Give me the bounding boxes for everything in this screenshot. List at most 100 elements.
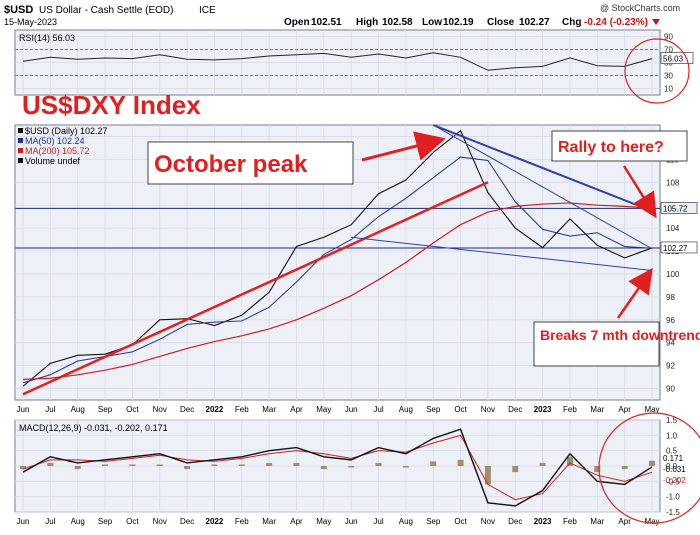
- macd-histogram-bar: [539, 462, 546, 466]
- macd-histogram-bar: [320, 466, 327, 470]
- chart-title: US$DXY Index: [22, 90, 201, 120]
- legend-ma50: MA(50) 102.24: [25, 136, 85, 146]
- macd-x-tick-label: Nov: [481, 517, 495, 526]
- macd-histogram-bar: [594, 466, 601, 473]
- macd-x-tick-label: Dec: [508, 517, 522, 526]
- price-x-tick-label: Aug: [399, 405, 413, 414]
- symbol: $USD: [4, 4, 33, 16]
- downtrend-line-steep: [432, 124, 653, 250]
- macd-histogram-bar: [293, 462, 300, 466]
- rsi-last-value: 56.03: [663, 55, 684, 64]
- price-tick-label: 98: [666, 293, 675, 302]
- breaks-label: Breaks 7 mth downtrend: [540, 327, 700, 343]
- price-x-tick-label: Dec: [180, 405, 194, 414]
- macd-histogram-bar: [74, 466, 81, 470]
- chg-label: Chg: [562, 17, 581, 28]
- exchange: ICE: [199, 5, 216, 16]
- macd-x-tick-label: Oct: [454, 517, 467, 526]
- macd-histogram-bar: [156, 464, 163, 466]
- macd-histogram-bar: [102, 464, 109, 466]
- price-tick-label: 90: [666, 385, 675, 394]
- macd-tick-label: 1.0: [666, 431, 678, 440]
- price-x-tick-label: Oct: [454, 405, 467, 414]
- open-value: 102.51: [311, 17, 342, 28]
- macd-last-label: 0.171: [663, 454, 684, 463]
- low-value: 102.19: [443, 17, 474, 28]
- october-peak-label: October peak: [154, 151, 308, 178]
- macd-x-tick-label: Jul: [373, 517, 383, 526]
- price-tick-label: 94: [666, 339, 675, 348]
- macd-x-tick-label: Apr: [290, 517, 303, 526]
- brand-watermark: @ StockCharts.com: [600, 3, 680, 13]
- legend-volume: Volume undef: [25, 156, 81, 166]
- axes: 907050301056.031121101081061041021009896…: [17, 33, 698, 526]
- close-value: 102.27: [519, 17, 550, 28]
- price-x-tick-label: Feb: [563, 405, 577, 414]
- macd-x-tick-label: Aug: [71, 517, 85, 526]
- macd-x-tick-label: Sep: [426, 517, 441, 526]
- macd-signal-line: [22, 434, 653, 501]
- macd-histogram-bar: [47, 462, 54, 466]
- price-x-tick-label: 2022: [206, 405, 224, 414]
- rsi-tick-label: 70: [664, 46, 673, 55]
- ma200-line: [22, 202, 653, 380]
- chg-value: -0.24 (-0.23%): [584, 17, 648, 28]
- macd-x-tick-label: Jun: [17, 517, 30, 526]
- high-value: 102.58: [382, 17, 413, 28]
- price-tick-label: 100: [666, 270, 680, 279]
- rsi-tick-label: 90: [664, 33, 673, 42]
- macd-histogram-bar: [649, 460, 655, 466]
- price-x-tick-label: 2023: [534, 405, 552, 414]
- price-x-tick-label: Oct: [126, 405, 139, 414]
- macd-tick-label: 1.5: [666, 416, 678, 425]
- price-tick-label: 104: [666, 224, 680, 233]
- price-x-tick-label: Jun: [345, 405, 358, 414]
- macd-histogram-bar: [211, 464, 218, 466]
- macd-histogram-bar: [184, 466, 191, 470]
- macd-histogram-bar: [457, 459, 464, 466]
- rally-label: Rally to here?: [558, 139, 664, 156]
- macd-highlight-circle: [598, 412, 700, 524]
- price-x-tick-label: Jul: [373, 405, 383, 414]
- macd-histogram-bar: [621, 466, 628, 470]
- rsi-tick-label: 10: [664, 85, 673, 94]
- price-x-tick-label: Jun: [17, 405, 30, 414]
- macd-histogram-bar: [129, 464, 136, 466]
- price-x-tick-label: Nov: [153, 405, 167, 414]
- october-peak-box: [147, 141, 354, 185]
- macd-histogram-bar: [20, 466, 26, 470]
- macd-x-tick-label: May: [316, 517, 331, 526]
- low-label: Low: [422, 17, 442, 28]
- macd-x-tick-label: Jun: [345, 517, 358, 526]
- macd-histogram-bar: [512, 466, 519, 473]
- rally-box: [551, 130, 688, 162]
- price-tick-label: 96: [666, 316, 675, 325]
- macd-legend: MACD(12,26,9) -0.031, -0.202, 0.171: [19, 423, 168, 433]
- macd-tick-label: 0.5: [666, 447, 678, 456]
- macd-x-tick-label: May: [644, 517, 659, 526]
- price-last-label: 105.72: [663, 204, 688, 213]
- legend-price: $USD (Daily) 102.27: [25, 126, 108, 136]
- price-legend: $USD (Daily) 102.27 MA(50) 102.24 MA(200…: [18, 126, 108, 166]
- rsi-legend: RSI(14) 56.03: [19, 33, 75, 43]
- price-x-tick-label: Mar: [590, 405, 604, 414]
- down-arrow-icon: [652, 19, 660, 25]
- rsi-highlight-circle: [624, 38, 690, 104]
- instrument-name: US Dollar - Cash Settle (EOD): [39, 5, 173, 16]
- macd-x-tick-label: Oct: [126, 517, 139, 526]
- support-line: [351, 236, 653, 272]
- macd-x-tick-label: 2022: [206, 517, 224, 526]
- macd-tick-label: -1.0: [666, 493, 680, 502]
- price-last-label: 102.27: [663, 244, 688, 253]
- legend-swatch-volume: [18, 158, 23, 163]
- macd-histogram-bar: [484, 466, 491, 485]
- macd-last-label: -0.202: [663, 476, 686, 485]
- legend-swatch-ma50: [18, 138, 23, 143]
- price-x-tick-label: May: [316, 405, 331, 414]
- price-tick-label: 92: [666, 362, 675, 371]
- price-tick-label: 108: [666, 178, 680, 187]
- macd-x-tick-label: Mar: [262, 517, 276, 526]
- price-last-tag: [660, 241, 698, 254]
- macd-line: [22, 428, 653, 507]
- price-x-tick-label: Mar: [262, 405, 276, 414]
